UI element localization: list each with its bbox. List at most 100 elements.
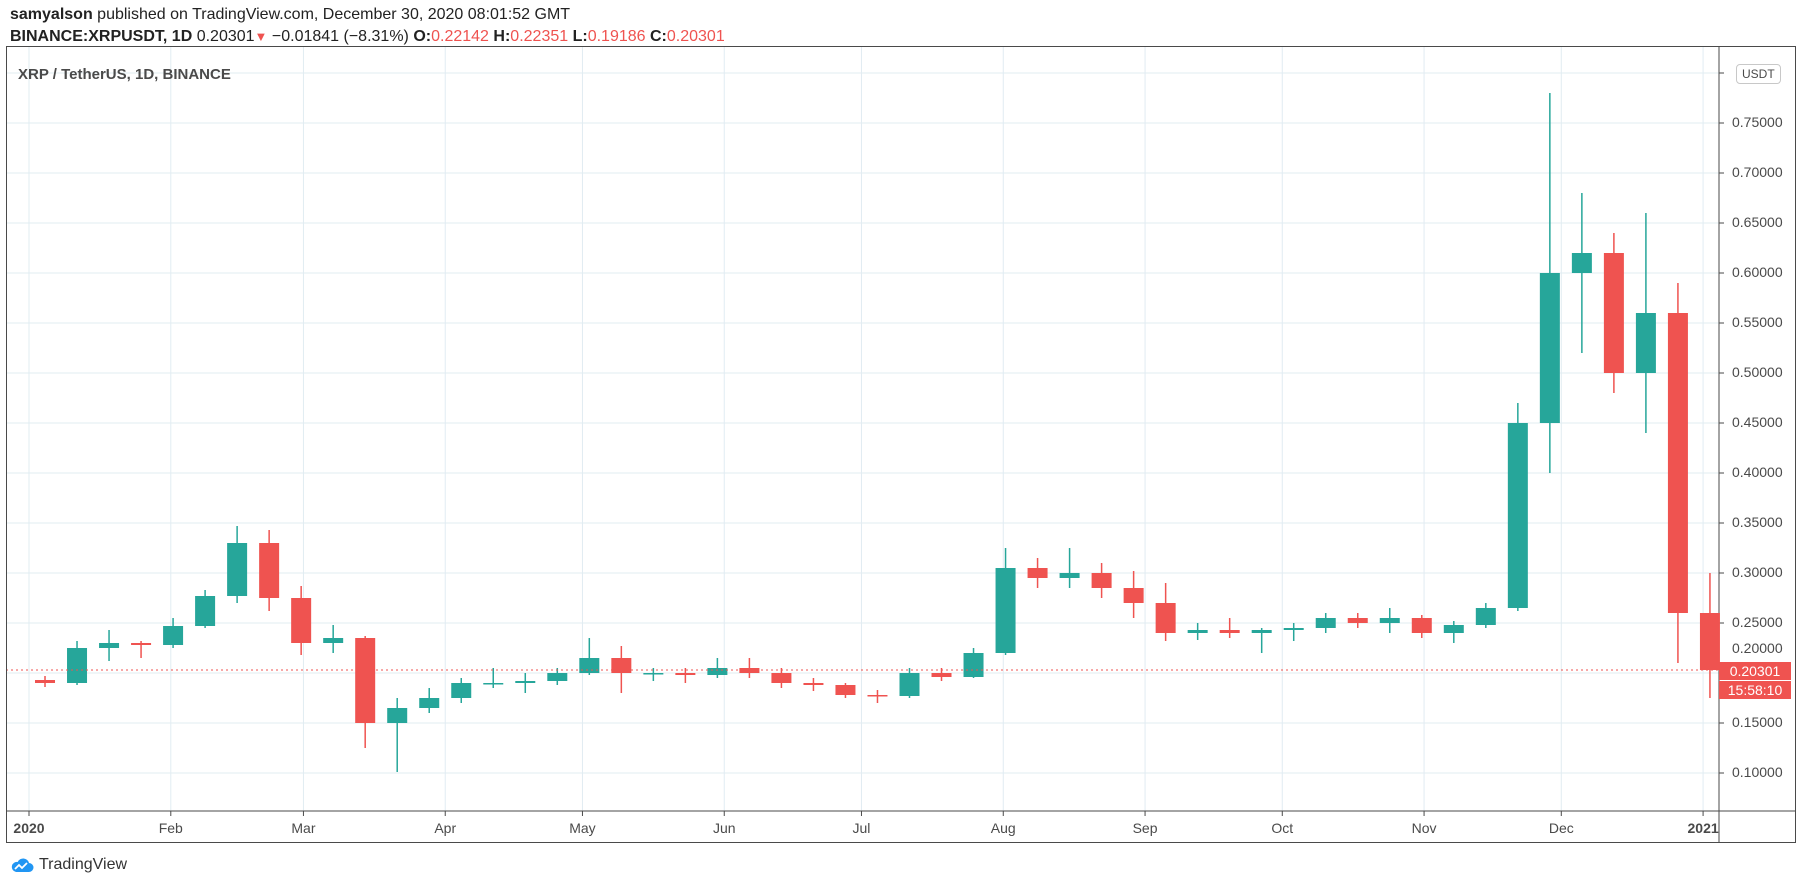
candle-body <box>1123 588 1144 603</box>
candle-body <box>1635 313 1656 373</box>
candle-body <box>35 680 56 683</box>
candle-body <box>1539 273 1560 423</box>
candle-body <box>355 638 376 723</box>
candle-body <box>163 626 184 645</box>
candle-body <box>739 668 760 673</box>
price-axis-label: 0.65000 <box>1732 214 1783 230</box>
candle-body <box>387 708 408 723</box>
price-axis-label: 0.45000 <box>1732 414 1783 430</box>
author: samyalson <box>10 6 93 23</box>
time-axis-label: Feb <box>158 820 183 836</box>
candle-body <box>323 638 344 643</box>
time-axis-label: Sep <box>1132 820 1158 836</box>
price-axis-label: 0.25000 <box>1732 614 1783 630</box>
candle-body <box>1699 613 1720 670</box>
candle-body <box>1475 608 1496 625</box>
candle-body <box>1315 618 1336 628</box>
candle-body <box>131 643 152 645</box>
symbol: BINANCE:XRPUSDT, 1D <box>10 28 193 45</box>
candle-body <box>771 673 792 683</box>
cloud-icon <box>11 858 34 872</box>
candle-body <box>483 683 504 685</box>
price-axis-label: 0.70000 <box>1732 164 1783 180</box>
time-axis-label: Dec <box>1548 820 1574 836</box>
price-axis-label: 0.10000 <box>1732 764 1783 780</box>
candle-body <box>931 673 952 677</box>
candle-body <box>643 673 664 675</box>
ohlc-legend: BINANCE:XRPUSDT, 1D 0.20301▼ −0.01841 (−… <box>10 28 725 46</box>
price-axis-label: 0.55000 <box>1732 314 1783 330</box>
candle-body <box>835 685 856 695</box>
time-axis-label: Jul <box>852 820 871 836</box>
candle-body <box>1091 573 1112 588</box>
time-axis-label: 2020 <box>13 820 45 836</box>
countdown-label: 15:58:10 <box>1719 681 1791 699</box>
candle-body <box>195 596 216 626</box>
price-axis-label: 0.60000 <box>1732 264 1783 280</box>
open-value: 0.22142 <box>431 28 489 45</box>
candle-body <box>1283 628 1304 630</box>
candle-body <box>1379 618 1400 623</box>
price-axis-label: 0.75000 <box>1732 114 1783 130</box>
candle-body <box>1667 313 1688 613</box>
time-axis-label: Mar <box>291 820 316 836</box>
candle-body <box>1603 253 1624 373</box>
candle-body <box>259 543 280 598</box>
candle-body <box>67 648 88 683</box>
time-axis-label: 2021 <box>1687 820 1719 836</box>
price-axis-label: 0.30000 <box>1732 564 1783 580</box>
current-price-label: 0.20301 <box>1719 662 1791 680</box>
candle-body <box>1219 630 1240 633</box>
time-axis-label: Jun <box>712 820 736 836</box>
candle-body <box>1187 630 1208 633</box>
candle-body <box>547 673 568 681</box>
candle-body <box>1507 423 1528 608</box>
price-axis-label: 0.40000 <box>1732 464 1783 480</box>
currency-button[interactable]: USDT <box>1736 64 1781 84</box>
candle-body <box>899 673 920 696</box>
logo-text: TradingView <box>39 856 128 873</box>
price-axis-label: 0.20000 <box>1732 640 1783 656</box>
time-axis-label: Oct <box>1271 820 1294 836</box>
price-change: −0.01841 (−8.31%) <box>271 28 409 45</box>
low-label: L: <box>572 28 588 45</box>
candle-body <box>1443 625 1464 633</box>
time-axis-label: Aug <box>990 820 1016 836</box>
publish-text: published on TradingView.com, December 3… <box>97 6 571 23</box>
candle-body <box>419 698 440 708</box>
candle-body <box>803 683 824 685</box>
price-axis-label: 0.35000 <box>1732 514 1783 530</box>
down-triangle-icon: ▼ <box>254 29 268 44</box>
candle-body <box>579 658 600 673</box>
close-value: 0.20301 <box>666 28 725 45</box>
price-axis-label: 0.50000 <box>1732 364 1783 380</box>
tradingview-logo[interactable]: TradingView <box>10 856 127 874</box>
time-axis-label: May <box>569 820 596 836</box>
candle-body <box>515 681 536 683</box>
candle-body <box>611 658 632 673</box>
price-axis-label: 0.15000 <box>1732 714 1783 730</box>
candle-body <box>995 568 1016 653</box>
candle-body <box>451 683 472 698</box>
candle-body <box>1411 618 1432 633</box>
high-value: 0.22351 <box>510 28 569 45</box>
candle-body <box>1347 618 1368 623</box>
candle-body <box>1027 568 1048 578</box>
open-label: O: <box>413 28 432 45</box>
candle-body <box>1155 603 1176 633</box>
time-axis-label: Apr <box>434 820 457 836</box>
candle-body <box>675 673 696 675</box>
candle-body <box>99 643 120 648</box>
candle-body <box>1571 253 1592 273</box>
candle-body <box>291 598 312 643</box>
publish-info: samyalson published on TradingView.com, … <box>10 6 570 24</box>
candle-body <box>867 695 888 697</box>
candle-body <box>227 543 248 596</box>
last-price: 0.20301 <box>196 28 255 45</box>
low-value: 0.19186 <box>587 28 646 45</box>
candle-body <box>1059 573 1080 578</box>
candle-body <box>1251 630 1272 633</box>
high-label: H: <box>493 28 511 45</box>
time-axis-label: Nov <box>1411 820 1437 836</box>
